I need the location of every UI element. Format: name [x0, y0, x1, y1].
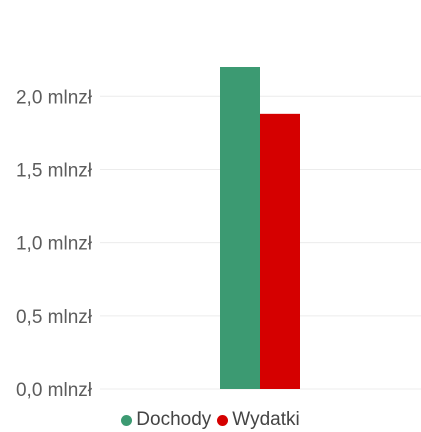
y-tick-label: 2,0 mlnzł	[16, 87, 93, 108]
y-tick-label: 1,0 mlnzł	[16, 234, 93, 255]
legend-marker-dochody	[121, 414, 133, 426]
legend-item-wydatki[interactable]: Wydatki	[217, 409, 300, 431]
y-tick-label: 1,5 mlnzł	[16, 160, 93, 181]
legend-marker-wydatki	[217, 414, 229, 426]
legend-item-dochody[interactable]: Dochody	[121, 409, 211, 431]
y-tick-label: 0,5 mlnzł	[16, 307, 93, 328]
y-axis-tick-labels: 0,0 mlnzł 0,5 mlnzł 1,0 mlnzł 1,5 mlnzł 2,0 …	[16, 87, 93, 401]
y-tick-label: 0,0 mlnzł	[16, 380, 93, 401]
legend-label-dochody: Dochody	[136, 409, 212, 430]
legend: Dochody Wydatki	[0, 408, 421, 432]
bars	[220, 67, 300, 389]
bar-dochody[interactable]	[220, 67, 260, 389]
legend-label-wydatki: Wydatki	[232, 409, 300, 430]
bar-wydatki[interactable]	[260, 113, 300, 389]
